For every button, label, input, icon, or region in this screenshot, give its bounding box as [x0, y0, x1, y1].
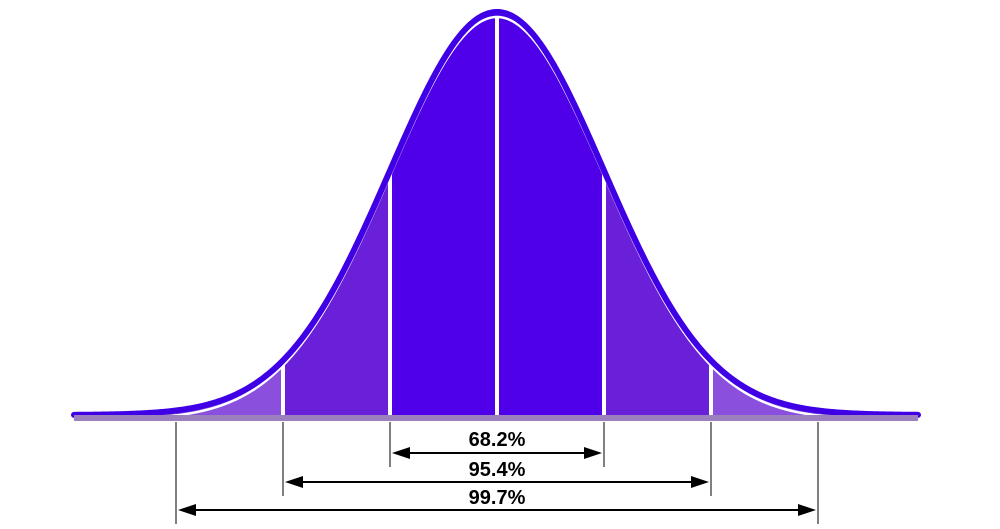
range-99-label: 99.7%	[469, 487, 526, 509]
range-99: 99.7%	[175, 422, 819, 524]
range-95-arrowhead-left	[285, 476, 303, 488]
range-95: 95.4%	[282, 422, 712, 496]
bell-curve-inner-highlight	[73, 15, 919, 422]
baseline	[74, 415, 918, 421]
band-left-0-1-sigma	[390, 12, 497, 415]
range-95-label: 95.4%	[469, 459, 526, 481]
range-68-label: 68.2%	[469, 429, 526, 451]
range-99-arrowhead-left	[178, 504, 196, 516]
band-left-2-3-sigma	[176, 360, 283, 415]
range-68: 68.2%	[389, 422, 605, 467]
bell-curve-outline	[71, 9, 921, 418]
sigma-dividers	[174, 16, 820, 421]
band-right-2-3-sigma	[711, 360, 818, 415]
percentage-ranges: 68.2% 95.4% 99.7%	[175, 422, 819, 524]
band-right-0-1-sigma	[497, 12, 604, 415]
range-95-arrowhead-right	[691, 476, 709, 488]
range-99-arrowhead-right	[798, 504, 816, 516]
range-68-arrowhead-left	[392, 447, 410, 459]
range-68-arrowhead-right	[584, 447, 602, 459]
